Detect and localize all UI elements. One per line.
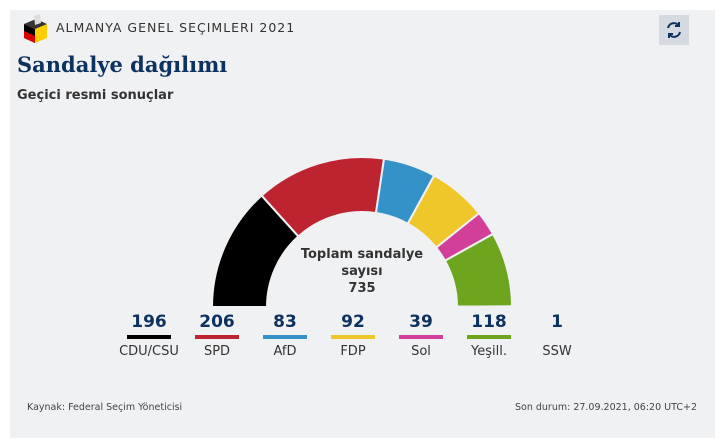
legend-color-bar <box>331 335 375 339</box>
legend-item: 92 FDP <box>319 312 387 359</box>
legend: 196 CDU/CSU 206 SPD 83 AfD 92 FDP 39 Sol 118 Yeşill… <box>115 312 591 359</box>
party-label: FDP <box>340 344 366 359</box>
refresh-button[interactable] <box>659 15 689 45</box>
kicker: ALMANYA GENEL SEÇIMLERI 2021 <box>56 20 296 35</box>
source: Kaynak: Federal Seçim Yöneticisi <box>27 402 183 413</box>
total-label-2: sayısı <box>341 264 383 279</box>
party-label: CDU/CSU <box>119 344 179 359</box>
seat-count: 92 <box>341 312 365 332</box>
party-label: Sol <box>411 344 431 359</box>
total-label-1: Toplam sandalye <box>300 247 424 262</box>
seat-count: 206 <box>199 312 235 332</box>
legend-color-bar <box>399 335 443 339</box>
seat-count: 39 <box>409 312 433 332</box>
refresh-icon <box>667 22 681 38</box>
legend-item: 83 AfD <box>251 312 319 359</box>
party-label: AfD <box>273 344 297 359</box>
legend-color-bar <box>263 335 307 339</box>
page-title: Sandalye dağılımı <box>17 52 228 77</box>
seat-count: 1 <box>551 312 563 332</box>
total-value: 735 <box>348 281 376 296</box>
seat-count: 196 <box>131 312 167 332</box>
legend-item: 196 CDU/CSU <box>115 312 183 359</box>
subtitle: Geçici resmi sonuçlar <box>17 88 174 103</box>
ballot-box-logo-icon <box>24 14 47 43</box>
legend-color-bar <box>535 335 579 339</box>
last-updated: Son durum: 27.09.2021, 06:20 UTC+2 <box>514 402 697 413</box>
legend-color-bar <box>127 335 171 339</box>
legend-color-bar <box>195 335 239 339</box>
card <box>10 10 715 438</box>
legend-item: 118 Yeşill. <box>455 312 523 359</box>
legend-item: 206 SPD <box>183 312 251 359</box>
seat-segment-ssw <box>455 305 514 308</box>
seat-count: 83 <box>273 312 297 332</box>
party-label: Yeşill. <box>471 344 507 359</box>
legend-color-bar <box>467 335 511 339</box>
legend-item: 1 SSW <box>523 312 591 359</box>
party-label: SSW <box>542 344 572 359</box>
party-label: SPD <box>203 344 231 359</box>
legend-item: 39 Sol <box>387 312 455 359</box>
seat-count: 118 <box>471 312 507 332</box>
total-seats: Toplam sandalye sayısı 735 <box>282 246 442 297</box>
